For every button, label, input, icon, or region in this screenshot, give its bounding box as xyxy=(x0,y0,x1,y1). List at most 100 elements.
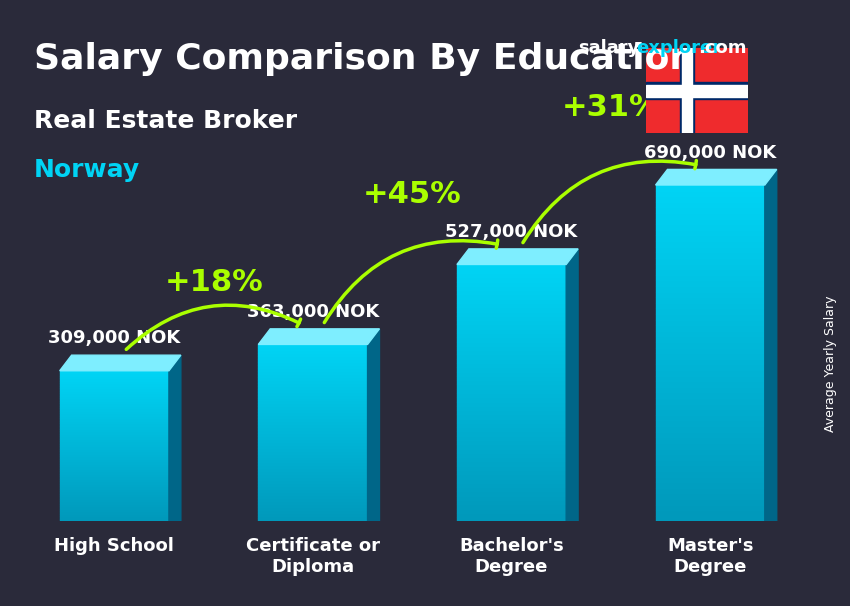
Bar xyxy=(457,307,566,311)
Bar xyxy=(457,311,566,316)
Bar xyxy=(258,465,367,468)
Bar xyxy=(457,466,566,470)
Bar xyxy=(60,371,169,373)
Bar xyxy=(655,286,765,291)
Bar xyxy=(258,380,367,383)
Polygon shape xyxy=(258,329,379,344)
Bar xyxy=(457,436,566,440)
Bar xyxy=(655,499,765,505)
Bar xyxy=(457,453,566,457)
Bar xyxy=(60,496,169,499)
Bar xyxy=(457,295,566,299)
Bar xyxy=(457,491,566,496)
Bar xyxy=(60,476,169,479)
Bar xyxy=(258,433,367,436)
Bar xyxy=(258,359,367,362)
Bar xyxy=(258,350,367,353)
Text: Certificate or
Diploma: Certificate or Diploma xyxy=(246,537,380,576)
Bar xyxy=(60,381,169,384)
Bar xyxy=(60,419,169,421)
Bar xyxy=(655,314,765,319)
Bar xyxy=(457,496,566,500)
Bar xyxy=(60,501,169,504)
Bar xyxy=(655,409,765,415)
Bar xyxy=(457,393,566,397)
Text: Salary Comparison By Education: Salary Comparison By Education xyxy=(34,42,695,76)
Bar xyxy=(258,471,367,474)
Polygon shape xyxy=(765,170,777,521)
Bar xyxy=(258,430,367,433)
Bar xyxy=(258,383,367,386)
Bar xyxy=(60,393,169,396)
Bar xyxy=(60,484,169,486)
Bar xyxy=(655,443,765,448)
Bar xyxy=(258,421,367,424)
Bar xyxy=(60,519,169,521)
Bar xyxy=(655,224,765,230)
Bar xyxy=(60,384,169,386)
Bar xyxy=(457,427,566,431)
Bar xyxy=(258,504,367,507)
Bar xyxy=(258,418,367,421)
Bar xyxy=(457,324,566,328)
Text: Real Estate Broker: Real Estate Broker xyxy=(34,109,298,133)
Bar xyxy=(457,415,566,419)
Bar xyxy=(655,393,765,398)
Bar xyxy=(60,428,169,431)
Bar xyxy=(60,396,169,398)
Bar xyxy=(60,436,169,439)
Bar xyxy=(655,471,765,476)
Bar xyxy=(457,299,566,303)
Bar xyxy=(60,509,169,511)
Bar xyxy=(60,388,169,391)
Bar xyxy=(457,290,566,295)
Bar xyxy=(60,391,169,393)
Bar xyxy=(258,480,367,483)
Bar xyxy=(655,476,765,482)
Bar xyxy=(457,328,566,333)
Bar xyxy=(258,468,367,471)
Bar xyxy=(457,316,566,320)
Bar xyxy=(655,207,765,213)
Bar xyxy=(457,419,566,423)
Bar xyxy=(60,481,169,484)
Bar xyxy=(258,436,367,439)
Bar xyxy=(655,348,765,353)
Bar xyxy=(655,398,765,404)
Bar xyxy=(60,494,169,496)
Bar xyxy=(655,493,765,499)
Bar xyxy=(655,196,765,202)
Bar xyxy=(457,448,566,453)
Polygon shape xyxy=(367,329,379,521)
Text: Average Yearly Salary: Average Yearly Salary xyxy=(824,295,837,432)
Bar xyxy=(457,440,566,444)
Bar xyxy=(60,421,169,424)
Bar xyxy=(258,407,367,409)
Bar xyxy=(655,191,765,196)
Bar xyxy=(457,406,566,410)
Bar xyxy=(682,48,692,133)
Bar xyxy=(457,508,566,513)
Bar xyxy=(457,397,566,402)
Bar xyxy=(655,303,765,308)
Bar xyxy=(60,398,169,401)
Bar xyxy=(655,387,765,393)
Bar xyxy=(60,507,169,509)
Bar xyxy=(258,477,367,480)
Bar xyxy=(60,459,169,461)
Bar xyxy=(457,461,566,466)
Bar xyxy=(258,453,367,456)
Bar xyxy=(60,464,169,466)
Bar xyxy=(655,247,765,252)
Bar xyxy=(655,359,765,364)
Bar xyxy=(655,291,765,297)
Bar xyxy=(258,510,367,513)
Bar xyxy=(457,278,566,282)
Bar xyxy=(258,391,367,395)
Bar xyxy=(457,376,566,380)
Bar xyxy=(457,355,566,359)
Bar xyxy=(457,410,566,415)
Bar xyxy=(457,402,566,406)
Bar xyxy=(457,457,566,461)
Bar xyxy=(457,346,566,350)
